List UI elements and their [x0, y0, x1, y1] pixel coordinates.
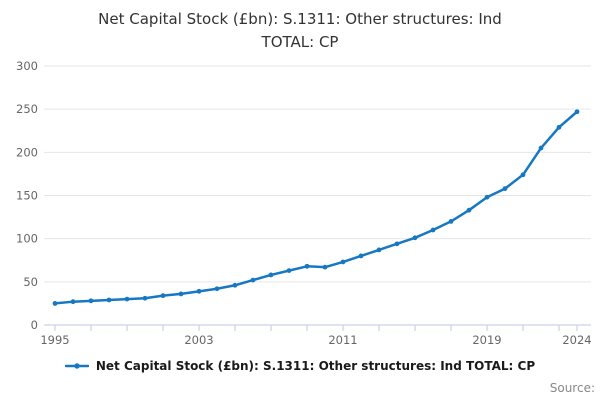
data-point[interactable]	[520, 172, 526, 178]
data-point[interactable]	[538, 145, 544, 151]
data-point[interactable]	[232, 282, 238, 288]
data-point[interactable]	[304, 263, 310, 269]
data-point[interactable]	[394, 241, 400, 247]
y-axis-tick-label: 250	[16, 102, 38, 116]
data-point[interactable]	[178, 291, 184, 297]
chart-title-line-2: TOTAL: CP	[261, 32, 339, 51]
chart-title: Net Capital Stock (£bn): S.1311: Other s…	[0, 8, 600, 53]
x-axis-tick-label: 2003	[184, 333, 213, 347]
data-point[interactable]	[556, 124, 562, 130]
data-point[interactable]	[376, 247, 382, 253]
data-point[interactable]	[142, 295, 148, 301]
data-point[interactable]	[250, 277, 256, 283]
y-axis-tick-label: 100	[16, 232, 38, 246]
legend-marker-icon	[64, 363, 89, 369]
data-point[interactable]	[268, 272, 274, 278]
data-point[interactable]	[322, 264, 328, 270]
data-point[interactable]	[52, 301, 58, 306]
data-point[interactable]	[466, 207, 472, 213]
x-axis-tick-label: 2024	[562, 333, 591, 347]
data-point[interactable]	[484, 194, 490, 200]
data-point[interactable]	[412, 235, 418, 241]
data-point[interactable]	[160, 293, 166, 299]
data-point[interactable]	[574, 109, 580, 115]
y-axis-tick-label: 0	[31, 318, 38, 332]
data-point[interactable]	[448, 219, 454, 224]
data-point[interactable]	[430, 227, 436, 233]
x-axis-tick-label: 2011	[328, 333, 357, 347]
data-point[interactable]	[88, 298, 94, 304]
source-label: Source:	[549, 381, 595, 395]
legend-label: Net Capital Stock (£bn): S.1311: Other s…	[95, 359, 536, 373]
data-point[interactable]	[196, 288, 202, 294]
data-point[interactable]	[358, 253, 364, 259]
series-line[interactable]	[53, 110, 579, 305]
data-point[interactable]	[124, 296, 130, 302]
data-point[interactable]	[106, 297, 112, 303]
x-axis-tick-label: 2019	[472, 333, 501, 347]
x-axis-tick-label: 1995	[40, 333, 69, 347]
y-axis-tick-label: 150	[16, 189, 38, 203]
chart-title-line-1: Net Capital Stock (£bn): S.1311: Other s…	[98, 10, 502, 28]
legend-item[interactable]: Net Capital Stock (£bn): S.1311: Other s…	[0, 359, 600, 373]
y-axis-tick-label: 50	[23, 275, 38, 289]
data-point[interactable]	[214, 286, 220, 292]
y-axis-tick-label: 200	[16, 145, 38, 159]
data-point[interactable]	[502, 186, 508, 191]
data-point[interactable]	[286, 268, 292, 274]
y-axis-tick-label: 300	[16, 59, 38, 73]
data-point[interactable]	[340, 259, 346, 265]
data-point[interactable]	[70, 299, 76, 305]
